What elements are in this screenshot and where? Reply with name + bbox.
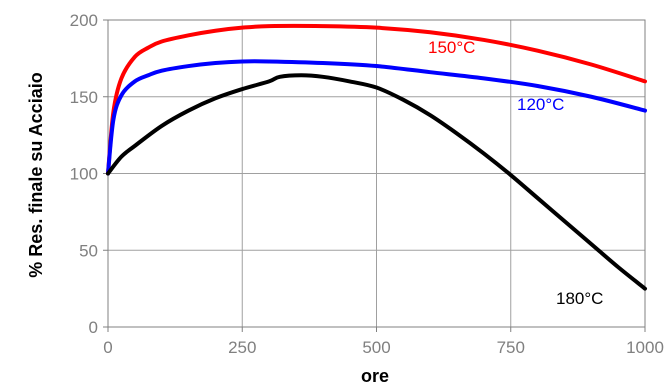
y-tick-label: 200 (70, 11, 98, 30)
x-axis-title: ore (361, 366, 389, 385)
x-tick-label: 1000 (626, 338, 664, 357)
y-tick-label: 100 (70, 165, 98, 184)
series-line-120c (106, 59, 647, 176)
series-label: 180°C (556, 289, 603, 308)
series-label: 150°C (428, 38, 475, 57)
series-line-180c (106, 73, 647, 291)
x-tick-label: 750 (497, 338, 525, 357)
y-axis-title: % Res. finale su Acciaio (26, 72, 46, 277)
x-tick-label: 0 (103, 338, 112, 357)
series-label: 120°C (517, 95, 564, 114)
y-tick-label: 50 (79, 241, 98, 260)
tick-labels: 0 250 500 750 1000 0 50 100 150 200 (70, 11, 664, 357)
series-lines (106, 23, 647, 291)
series-line-150c (106, 23, 647, 176)
series-labels: 150°C 120°C 180°C (428, 38, 603, 308)
y-tick-label: 150 (70, 88, 98, 107)
x-tick-label: 500 (362, 338, 390, 357)
x-tick-label: 250 (228, 338, 256, 357)
y-tick-label: 0 (89, 318, 98, 337)
